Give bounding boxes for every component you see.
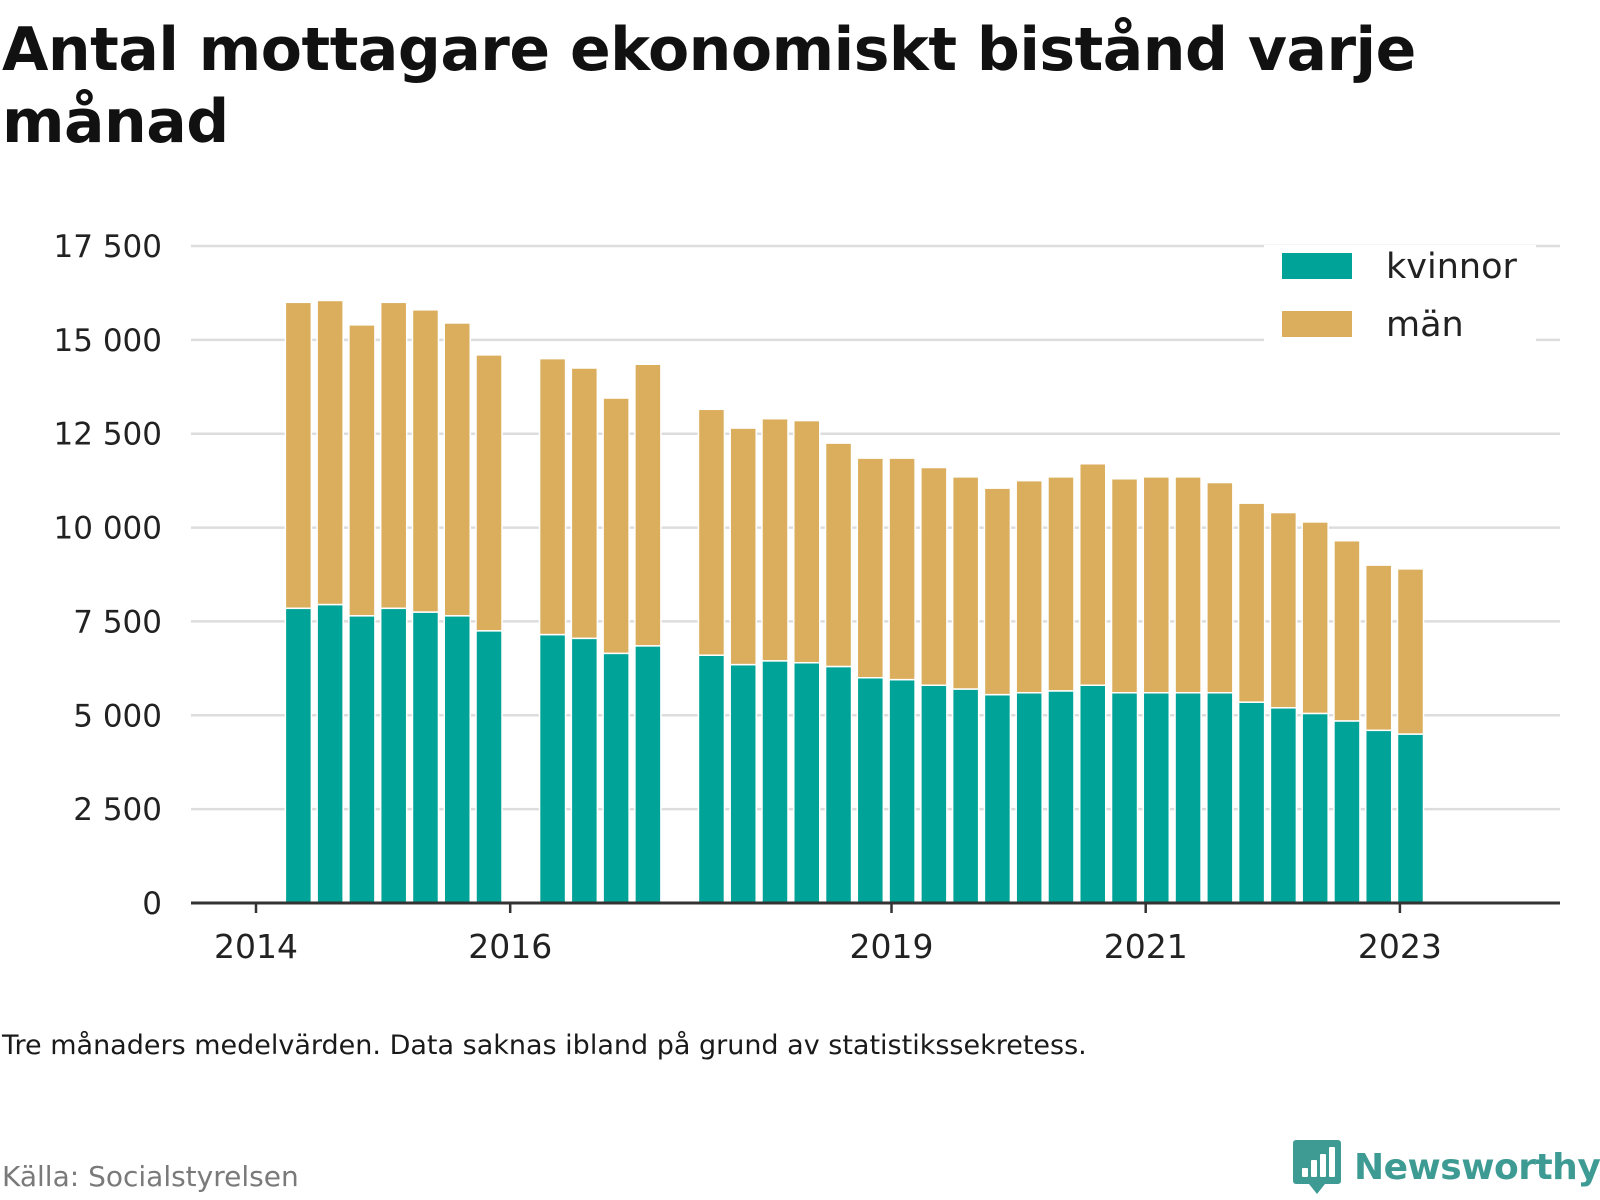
bar-kvinnor — [697, 654, 726, 904]
bar-kvinnor — [793, 661, 821, 904]
y-tick-label: 0 — [142, 886, 162, 922]
bar-kvinnor — [411, 611, 440, 904]
bar-kvinnor — [983, 693, 1012, 904]
brand-name: Newsworthy — [1354, 1146, 1600, 1188]
bar-man — [1174, 476, 1202, 694]
bar-man — [697, 408, 726, 656]
bar-man — [1047, 476, 1075, 692]
bar-man — [1015, 479, 1043, 694]
chart-title: Antal mottagare ekonomiskt bistånd varje… — [2, 15, 1416, 157]
bar-kvinnor — [538, 633, 567, 904]
bar-kvinnor — [379, 607, 408, 904]
chart: 0 2 500 5 000 7 500 10 000 12 500 15 000 17 500… — [54, 229, 1560, 966]
bar-man — [284, 301, 313, 610]
bar-kvinnor — [761, 660, 789, 904]
y-tick-label: 15 000 — [54, 323, 162, 359]
legend-swatch — [1282, 311, 1352, 337]
brand-logo: Newsworthy — [1292, 1138, 1600, 1196]
y-tick-label: 2 500 — [73, 792, 162, 828]
source-label: Källa: Socialstyrelsen — [2, 1160, 299, 1193]
bars — [284, 299, 1425, 904]
bar-man — [793, 419, 821, 664]
legend-label: kvinnor — [1386, 247, 1517, 287]
bar-kvinnor — [1110, 692, 1139, 904]
legend: kvinnor män — [1264, 245, 1536, 345]
bar-man — [634, 363, 662, 647]
bar-man — [824, 442, 853, 668]
bar-man — [316, 299, 344, 606]
bar-kvinnor — [1142, 692, 1171, 904]
bar-man — [729, 427, 757, 666]
bar-man — [538, 357, 567, 636]
x-tick-label: 2016 — [468, 927, 552, 966]
bar-kvinnor — [602, 652, 630, 904]
bar-kvinnor — [729, 663, 757, 904]
bar-kvinnor — [1206, 692, 1234, 904]
bar-kvinnor — [824, 665, 853, 904]
bar-kvinnor — [1364, 729, 1393, 904]
y-tick-label: 12 500 — [54, 417, 162, 453]
bar-man — [1396, 568, 1425, 735]
y-tick-label: 5 000 — [73, 698, 162, 734]
bar-man — [983, 487, 1012, 696]
x-tick-label: 2021 — [1104, 927, 1188, 966]
bar-kvinnor — [920, 684, 948, 904]
x-tick-label: 2023 — [1358, 927, 1442, 966]
bar-man — [1269, 511, 1298, 709]
x-axis: 2014 2016 2019 2021 2023 — [191, 901, 1560, 966]
bar-kvinnor — [570, 637, 599, 904]
bar-kvinnor — [348, 615, 376, 904]
bar-kvinnor — [1015, 692, 1043, 904]
bar-kvinnor — [856, 676, 885, 904]
bar-man — [1364, 564, 1393, 732]
y-tick-label: 17 500 — [54, 229, 162, 265]
y-tick-label: 7 500 — [73, 604, 162, 640]
newsworthy-logo-icon — [1293, 1140, 1341, 1194]
bar-kvinnor — [284, 607, 313, 904]
bar-kvinnor — [634, 645, 662, 904]
bar-kvinnor — [1269, 707, 1298, 904]
bar-kvinnor — [888, 678, 916, 904]
legend-swatch — [1282, 253, 1352, 279]
bar-kvinnor — [1078, 684, 1107, 904]
x-tick-label: 2019 — [850, 927, 934, 966]
bar-man — [411, 309, 440, 613]
bar-man — [1110, 478, 1139, 694]
bar-man — [475, 354, 503, 632]
bar-kvinnor — [1396, 733, 1425, 904]
bar-kvinnor — [316, 603, 344, 904]
bar-man — [1237, 502, 1266, 703]
y-axis-ticks: 0 2 500 5 000 7 500 10 000 12 500 15 000 17 500 — [54, 229, 162, 922]
chart-note: Tre månaders medelvärden. Data saknas ib… — [2, 1030, 1087, 1061]
x-tick-label: 2014 — [214, 927, 298, 966]
bar-man — [443, 322, 471, 617]
bar-man — [1333, 539, 1361, 722]
bar-man — [856, 457, 885, 679]
bar-kvinnor — [951, 688, 980, 904]
bar-kvinnor — [475, 630, 503, 904]
bar-man — [1142, 476, 1171, 694]
bar-man — [570, 367, 599, 640]
bar-man — [348, 324, 376, 617]
bar-man — [379, 301, 408, 610]
bar-kvinnor — [1301, 712, 1329, 904]
bar-man — [1301, 521, 1329, 715]
bar-kvinnor — [1333, 720, 1361, 904]
bar-kvinnor — [1174, 692, 1202, 904]
bar-man — [1206, 481, 1234, 694]
bar-kvinnor — [443, 615, 471, 904]
legend-label: män — [1386, 305, 1464, 345]
bar-man — [920, 466, 948, 687]
y-tick-label: 10 000 — [54, 511, 162, 547]
bar-man — [602, 397, 630, 655]
bar-kvinnor — [1237, 701, 1266, 904]
bar-man — [761, 417, 789, 662]
bar-kvinnor — [1047, 690, 1075, 904]
bar-man — [951, 476, 980, 690]
bar-man — [888, 457, 916, 681]
bar-man — [1078, 462, 1107, 687]
